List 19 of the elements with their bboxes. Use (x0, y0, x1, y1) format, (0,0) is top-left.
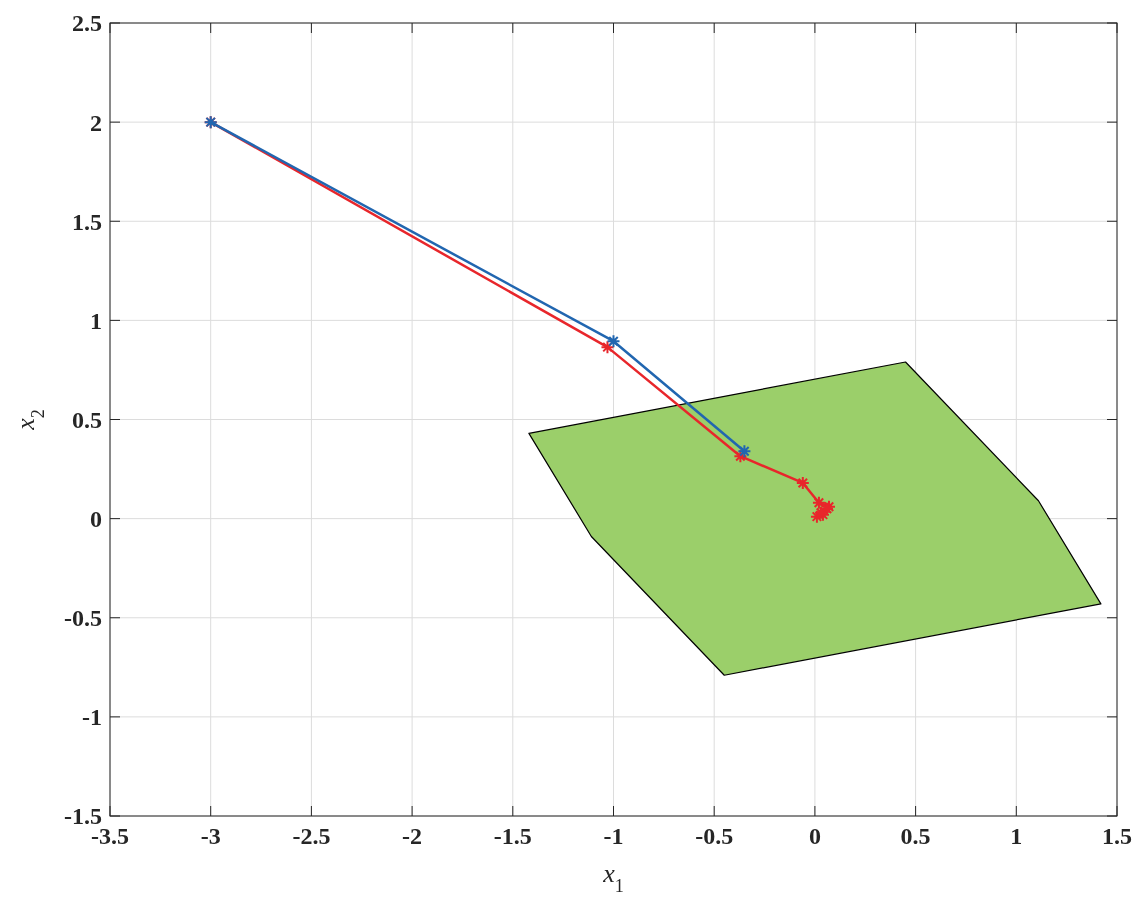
y-tick-label: 2.5 (72, 10, 102, 37)
x-tick-label: -2 (402, 823, 423, 849)
x-tick-label: 1 (1010, 823, 1023, 849)
y-tick-label: -1 (82, 704, 102, 731)
x-tick-label: 0.5 (900, 823, 931, 849)
y-tick-label: -0.5 (64, 605, 102, 632)
x-tick-label: -1 (603, 823, 624, 849)
y-tick-label: 2 (90, 109, 102, 136)
x-tick-label: -3 (200, 823, 221, 849)
x-tick-label: -2.5 (292, 823, 331, 849)
x-tick-label: -0.5 (695, 823, 734, 849)
y-tick-label: 1 (90, 307, 102, 334)
y-tick-label: 1.5 (72, 208, 102, 235)
x-axis-title: x$_{1}$ (602, 859, 624, 896)
x-tick-label: 0 (808, 823, 821, 849)
y-tick-label: 0 (90, 506, 102, 533)
y-tick-label: 0.5 (72, 406, 102, 433)
x-tick-label: 1.5 (1102, 823, 1132, 849)
x-tick-label: -1.5 (493, 823, 532, 849)
